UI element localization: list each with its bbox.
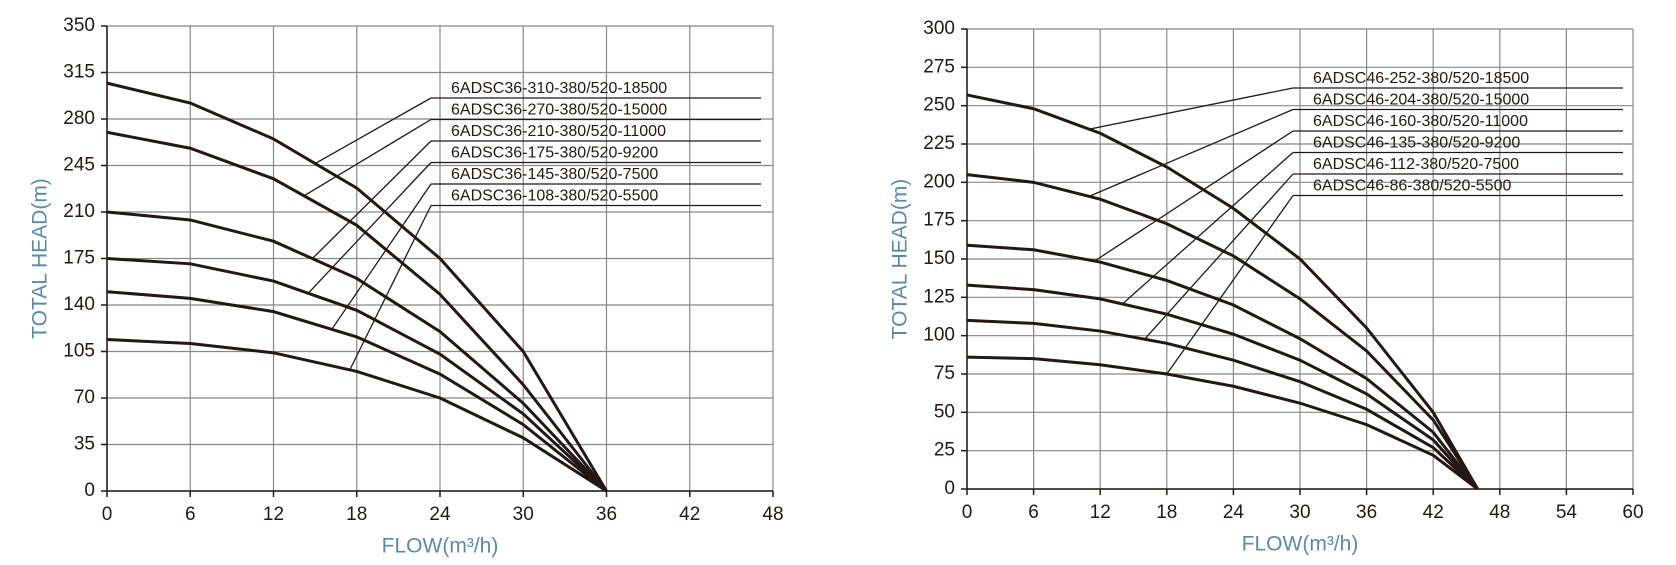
curve [966, 318, 1479, 491]
series-label: 6ADSC46-160-380/520-11000 [1313, 113, 1528, 130]
y-tick-label: 75 [934, 363, 955, 384]
y-tick-label: 50 [934, 401, 955, 422]
y-tick-label: 175 [923, 210, 955, 231]
y-tick-label: 150 [923, 248, 955, 269]
y-axis-title: TOTAL HEAD(m) [29, 178, 52, 339]
leader-line [314, 97, 432, 165]
x-tick-label: 18 [346, 504, 367, 525]
x-tick-label: 48 [1489, 502, 1510, 523]
x-tick-label: 30 [513, 504, 534, 525]
leader-line [1094, 130, 1294, 262]
curve [966, 355, 1479, 491]
x-tick-label: 24 [429, 504, 451, 525]
x-tick-label: 0 [102, 504, 113, 525]
x-tick-label: 42 [679, 504, 700, 525]
curve [966, 283, 1479, 491]
y-tick-label: 350 [63, 15, 95, 36]
y-tick-label: 300 [923, 18, 955, 39]
x-tick-label: 6 [185, 504, 196, 525]
y-tick-label: 280 [63, 108, 95, 129]
curve [106, 130, 608, 492]
x-tick-label: 36 [1356, 502, 1377, 523]
x-tick-label: 42 [1423, 502, 1444, 523]
y-tick-label: 25 [934, 440, 955, 461]
x-tick-label: 12 [1090, 502, 1111, 523]
x-tick-label: 54 [1556, 502, 1578, 523]
leader-line [311, 140, 432, 260]
curve [106, 338, 608, 493]
leader-line [307, 162, 432, 294]
series-label: 6ADSC36-145-380/520-7500 [451, 166, 658, 183]
y-tick-label: 175 [63, 248, 95, 269]
x-tick-label: 18 [1156, 502, 1177, 523]
leader-line [349, 205, 432, 371]
y-tick-label: 70 [74, 387, 95, 408]
y-tick-label: 0 [944, 478, 955, 499]
x-tick-label: 24 [1223, 502, 1245, 523]
leader-line [1088, 108, 1294, 197]
leader-line [303, 118, 432, 197]
curve [966, 243, 1479, 490]
x-tick-label: 48 [762, 504, 783, 525]
series-label: 6ADSC46-252-380/520-18500 [1313, 70, 1529, 87]
curve [106, 210, 608, 493]
x-tick-label: 0 [962, 502, 973, 523]
series-label: 6ADSC46-86-380/520-5500 [1313, 178, 1511, 195]
series-label: 6ADSC46-204-380/520-15000 [1313, 92, 1529, 109]
series-label: 6ADSC46-135-380/520-9200 [1313, 135, 1520, 152]
y-tick-label: 210 [63, 201, 95, 222]
y-tick-label: 250 [923, 95, 955, 116]
y-tick-label: 0 [84, 480, 95, 501]
y-tick-label: 245 [63, 155, 95, 176]
series-label: 6ADSC36-310-380/520-18500 [451, 80, 667, 97]
y-tick-label: 225 [923, 133, 955, 154]
leader-line [331, 183, 432, 330]
y-tick-label: 315 [63, 62, 95, 83]
y-tick-label: 140 [63, 294, 95, 315]
curve [106, 257, 608, 493]
series-label: 6ADSC36-175-380/520-9200 [451, 145, 658, 162]
y-tick-label: 100 [923, 325, 955, 346]
x-tick-label: 60 [1622, 502, 1643, 523]
x-tick-label: 6 [1028, 502, 1039, 523]
leader-line [1166, 195, 1294, 375]
y-tick-label: 35 [74, 434, 95, 455]
curve [106, 290, 608, 493]
curve [106, 81, 608, 492]
curve [966, 173, 1479, 490]
x-tick-label: 12 [263, 504, 284, 525]
series-label: 6ADSC36-270-380/520-15000 [451, 102, 667, 119]
x-tick-label: 30 [1289, 502, 1310, 523]
series-label: 6ADSC36-210-380/520-11000 [451, 123, 666, 140]
x-axis-title: FLOW(m³/h) [382, 535, 499, 558]
y-tick-label: 105 [63, 341, 95, 362]
series-label: 6ADSC36-108-380/520-5500 [451, 188, 658, 205]
leader-line [1144, 173, 1294, 340]
y-tick-label: 275 [923, 56, 955, 77]
y-axis-title: TOTAL HEAD(m) [889, 179, 912, 340]
y-tick-label: 200 [923, 171, 955, 192]
leader-line [1088, 87, 1294, 130]
x-tick-label: 36 [596, 504, 617, 525]
x-axis-title: FLOW(m³/h) [1242, 533, 1359, 556]
curve [966, 93, 1479, 490]
y-tick-label: 125 [923, 286, 955, 307]
leader-line [1121, 152, 1294, 305]
series-label: 6ADSC46-112-380/520-7500 [1313, 156, 1519, 173]
